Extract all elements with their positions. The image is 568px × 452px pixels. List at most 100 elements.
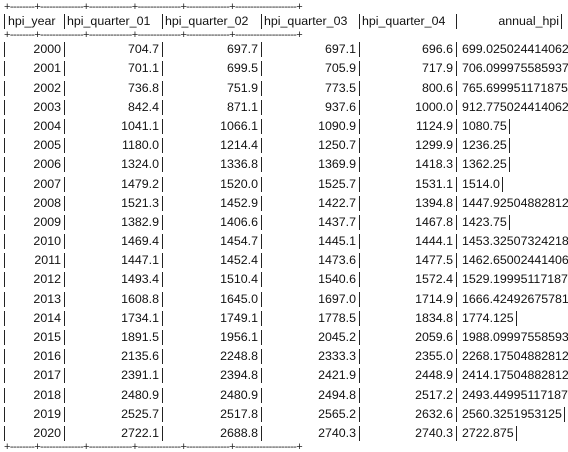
table-row: 2013 1608.8 1645.0 1697.0 1714.9 1666.4249267… [4, 290, 568, 309]
column-divider [359, 387, 360, 403]
table-cell-hpi-quarter-03: 2333.3 [318, 349, 356, 364]
table-cell-hpi-quarter-01: 736.8 [127, 80, 159, 95]
table-cell-hpi-quarter-04: 1572.4 [415, 272, 453, 287]
column-divider [64, 118, 65, 134]
table-row: 2002 736.8 751.9 773.5 800.6 765.699951171875 [4, 79, 568, 98]
column-divider [4, 310, 5, 326]
column-divider [4, 291, 5, 307]
table-header-row: hpi_year hpi_quarter_01 hpi_quarter_02 hpi_… [4, 12, 564, 31]
column-divider [64, 368, 65, 384]
column-divider [4, 118, 5, 134]
table-row: 2012 1493.4 1510.4 1540.6 1572.4 1529.1999511… [4, 270, 568, 289]
table-cell-hpi-quarter-01: 842.4 [127, 99, 159, 114]
column-divider [162, 42, 163, 58]
column-divider [456, 14, 457, 29]
column-divider [359, 330, 360, 345]
column-divider [162, 14, 163, 29]
column-divider [162, 80, 163, 96]
column-divider [359, 61, 360, 77]
table-cell-hpi-quarter-01: 1469.4 [121, 234, 159, 249]
table-cell-hpi-year: 2005 [33, 138, 61, 153]
table-cell-hpi-quarter-01: 1041.1 [121, 118, 159, 133]
table-cell-hpi-quarter-04: 2448.9 [415, 368, 453, 383]
table-cell-hpi-quarter-03: 2045.2 [318, 330, 356, 344]
column-divider [4, 253, 5, 269]
column-divider [456, 349, 457, 365]
table-cell-annual-hpi: 699.0250244140625 [462, 42, 568, 57]
table-cell-hpi-quarter-04: 800.6 [421, 80, 453, 95]
table-cell-hpi-quarter-03: 1437.7 [318, 214, 356, 229]
table-cell-hpi-quarter-02: 2394.8 [220, 368, 258, 383]
column-divider [261, 425, 262, 441]
table-cell-hpi-quarter-01: 2525.7 [121, 406, 159, 421]
table-cell-hpi-quarter-02: 699.5 [226, 61, 258, 76]
table-cell-hpi-quarter-04: 1444.1 [415, 234, 453, 249]
table-row: 2001 701.1 699.5 705.9 717.9 706.099975585937… [4, 59, 568, 78]
table-cell-hpi-quarter-02: 2517.8 [220, 406, 258, 421]
column-divider [359, 214, 360, 230]
column-divider [261, 234, 262, 250]
column-divider [359, 253, 360, 269]
column-divider [359, 406, 360, 422]
column-divider [359, 176, 360, 192]
table-cell-hpi-quarter-01: 1180.0 [122, 138, 159, 153]
column-divider [456, 272, 457, 288]
table-cell-hpi-quarter-04: 1299.9 [415, 138, 453, 153]
column-divider [261, 387, 262, 403]
column-divider [359, 80, 360, 96]
table-cell-hpi-year: 2010 [33, 234, 61, 249]
column-divider [4, 195, 5, 211]
table-cell-hpi-quarter-03: 773.5 [324, 80, 356, 95]
table-cell-hpi-quarter-01: 701.1 [127, 61, 159, 76]
column-divider [4, 138, 5, 154]
column-divider [64, 253, 65, 269]
table-row: 2009 1382.9 1406.6 1437.7 1467.8 1423.75 [4, 213, 564, 232]
table-cell-hpi-quarter-02: 1452.9 [220, 195, 258, 210]
table-row: 2011 1447.1 1452.4 1473.6 1477.5 1462.6500244… [4, 251, 568, 270]
column-header-hpi-quarter-02: hpi_quarter_02 [165, 14, 249, 28]
table-row: 2010 1469.4 1454.7 1445.1 1444.1 1453.3250732… [4, 232, 568, 251]
column-divider [456, 310, 457, 326]
column-divider [456, 157, 457, 173]
column-divider [64, 272, 65, 288]
column-divider [64, 157, 65, 173]
table-cell-hpi-quarter-03: 1778.5 [318, 310, 356, 325]
table-cell-annual-hpi: 1362.25 [462, 157, 507, 172]
table-row: 2019 2525.7 2517.8 2565.2 2632.6 2560.3251953… [4, 405, 565, 424]
column-divider [456, 61, 457, 77]
table-cell-annual-hpi: 1666.4249267578125 [462, 291, 568, 306]
table-row: 2005 1180.0 1214.4 1250.7 1299.9 1236.25 [4, 136, 564, 155]
column-divider [162, 253, 163, 269]
column-divider [162, 99, 163, 115]
column-divider [359, 310, 360, 326]
column-divider [261, 80, 262, 96]
column-divider [261, 406, 262, 422]
column-divider [261, 118, 262, 134]
column-divider [4, 80, 5, 96]
table-cell-hpi-year: 2001 [33, 61, 61, 76]
table-cell-hpi-year: 2011 [34, 253, 61, 268]
table-cell-hpi-quarter-01: 2480.9 [121, 387, 159, 402]
table-cell-hpi-year: 2019 [33, 406, 61, 421]
column-header-hpi-year: hpi_year [8, 14, 56, 28]
table-cell-hpi-quarter-01: 1891.5 [121, 330, 159, 344]
table-cell-hpi-quarter-04: 1418.3 [415, 157, 453, 172]
column-divider [508, 138, 510, 154]
column-divider [508, 214, 510, 230]
column-divider [4, 272, 5, 288]
column-divider [64, 99, 65, 115]
column-divider [359, 157, 360, 173]
table-cell-hpi-quarter-03: 1697.0 [318, 291, 356, 306]
table-cell-annual-hpi: 1462.6500244140625 [462, 253, 568, 268]
table-cell-hpi-quarter-01: 1479.2 [121, 176, 159, 191]
column-divider [64, 425, 65, 441]
column-divider [4, 214, 5, 230]
column-divider [162, 425, 163, 441]
table-cell-hpi-quarter-02: 1336.8 [220, 157, 258, 172]
table-cell-hpi-quarter-04: 717.9 [421, 61, 453, 76]
table-cell-hpi-quarter-01: 1521.3 [121, 195, 159, 210]
column-divider [359, 425, 360, 441]
column-divider [162, 234, 163, 250]
table-cell-hpi-quarter-02: 1454.7 [220, 234, 258, 249]
column-divider [4, 387, 5, 403]
